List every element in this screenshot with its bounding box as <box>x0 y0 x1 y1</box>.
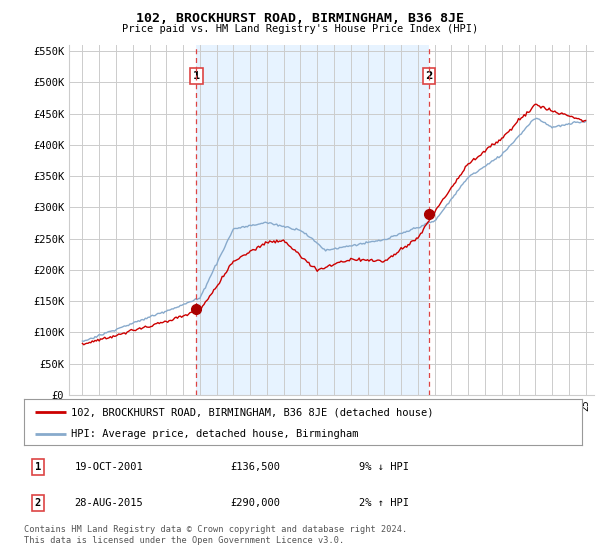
Text: 2% ↑ HPI: 2% ↑ HPI <box>359 498 409 508</box>
Text: Price paid vs. HM Land Registry's House Price Index (HPI): Price paid vs. HM Land Registry's House … <box>122 24 478 34</box>
Text: £136,500: £136,500 <box>230 462 280 472</box>
Text: £290,000: £290,000 <box>230 498 280 508</box>
Text: 2: 2 <box>35 498 41 508</box>
Text: 19-OCT-2001: 19-OCT-2001 <box>74 462 143 472</box>
Bar <box>196 45 429 395</box>
Text: 102, BROCKHURST ROAD, BIRMINGHAM, B36 8JE: 102, BROCKHURST ROAD, BIRMINGHAM, B36 8J… <box>136 12 464 25</box>
Text: Contains HM Land Registry data © Crown copyright and database right 2024.
This d: Contains HM Land Registry data © Crown c… <box>24 525 407 545</box>
Text: 28-AUG-2015: 28-AUG-2015 <box>74 498 143 508</box>
Text: 2: 2 <box>425 71 433 81</box>
Text: 102, BROCKHURST ROAD, BIRMINGHAM, B36 8JE (detached house): 102, BROCKHURST ROAD, BIRMINGHAM, B36 8J… <box>71 407 434 417</box>
Text: HPI: Average price, detached house, Birmingham: HPI: Average price, detached house, Birm… <box>71 429 359 439</box>
Text: 1: 1 <box>193 71 200 81</box>
Text: 1: 1 <box>35 462 41 472</box>
Text: 9% ↓ HPI: 9% ↓ HPI <box>359 462 409 472</box>
